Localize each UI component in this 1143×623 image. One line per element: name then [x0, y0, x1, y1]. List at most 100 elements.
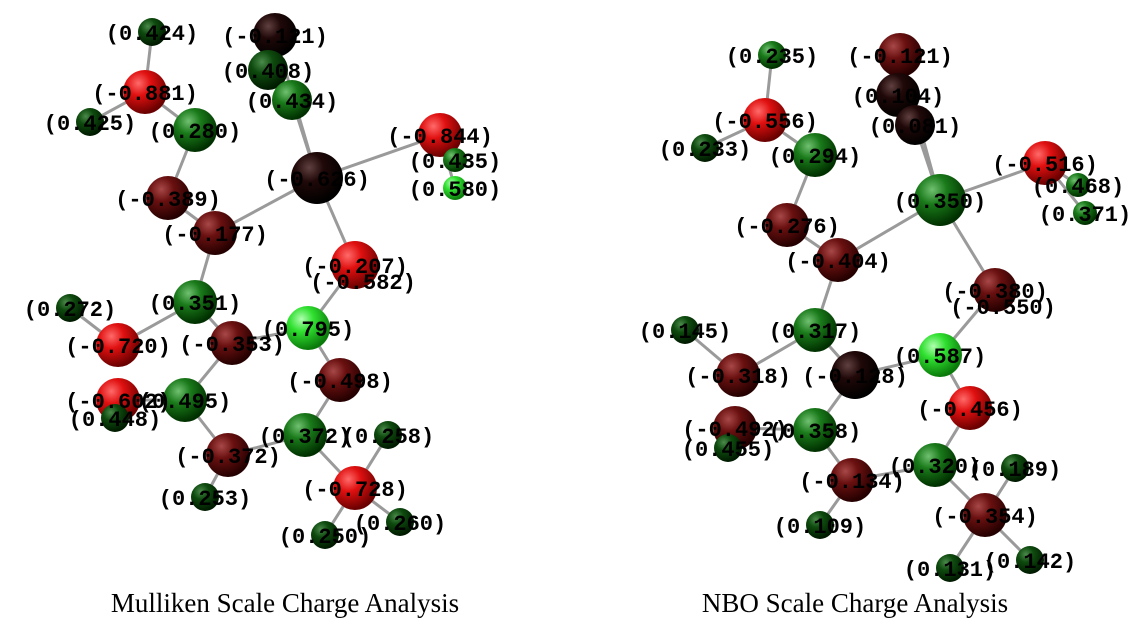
charge-label: (0.495): [139, 390, 231, 415]
atom: [101, 404, 129, 432]
charge-label: (-0.556): [712, 110, 818, 135]
charge-label: (-0.389): [115, 188, 221, 213]
charge-label: (-0.602): [65, 390, 171, 415]
atom: [318, 358, 362, 402]
atom: [96, 323, 140, 367]
charge-label: (0.351): [149, 292, 241, 317]
charge-label: (-0.582): [310, 271, 416, 296]
atom: [210, 321, 254, 365]
charge-label: (-0.121): [222, 25, 328, 50]
charge-label: (0.189): [969, 458, 1061, 483]
charge-label: (0.104): [852, 85, 944, 110]
charge-label: (0.408): [222, 60, 314, 85]
atom: [311, 521, 339, 549]
charge-label: (-0.177): [162, 223, 268, 248]
atom: [1001, 454, 1029, 482]
atom: [918, 333, 962, 377]
charge-label: (0.260): [354, 512, 446, 537]
atom: [716, 353, 760, 397]
charge-label: (0.317): [769, 320, 861, 345]
caption: NBO Scale Charge Analysis: [702, 588, 1008, 618]
charge-label: (-0.354): [932, 505, 1038, 530]
atom: [714, 434, 742, 462]
charge-label: (-0.372): [175, 445, 281, 470]
atom: [283, 413, 327, 457]
atom: [913, 443, 957, 487]
charge-label: (0.142): [984, 550, 1076, 575]
charge-label: (0.425): [44, 112, 136, 137]
atom: [291, 152, 343, 204]
caption: Mulliken Scale Charge Analysis: [111, 588, 459, 618]
atom: [146, 176, 190, 220]
charge-label: (-0.516): [992, 153, 1098, 178]
charge-label: (0.280): [149, 120, 241, 145]
charge-label: (0.109): [774, 515, 866, 540]
atom: [191, 483, 219, 511]
atom: [253, 13, 297, 57]
atoms: [56, 13, 1097, 582]
atom: [816, 238, 860, 282]
atom: [691, 134, 719, 162]
atom: [914, 174, 966, 226]
atom: [973, 268, 1017, 312]
atom: [123, 70, 167, 114]
atom: [963, 493, 1007, 537]
charge-label: (-0.881): [92, 82, 198, 107]
atom: [1023, 141, 1067, 185]
charge-label: (-0.134): [799, 470, 905, 495]
charge-label: (-0.626): [264, 168, 370, 193]
charge-label: (0.580): [409, 178, 501, 203]
charge-label: (-0.844): [387, 125, 493, 150]
atom: [793, 408, 837, 452]
atom: [173, 280, 217, 324]
atom: [443, 176, 467, 200]
charge-label: (0.081): [869, 115, 961, 140]
charge-label: (-0.318): [685, 365, 791, 390]
charge-label: (-0.498): [287, 370, 393, 395]
charge-label: (0.795): [262, 318, 354, 343]
atom: [333, 466, 377, 510]
atom: [443, 148, 467, 172]
atom: [286, 306, 330, 350]
atom: [76, 108, 104, 136]
charge-label: (0.372): [259, 425, 351, 450]
charge-label: (0.587): [894, 345, 986, 370]
charge-label: (-0.380): [942, 280, 1048, 305]
charge-label: (-0.550): [950, 296, 1056, 321]
charge-label: (-0.404): [785, 250, 891, 275]
atom: [173, 108, 217, 152]
charge-label: (0.233): [659, 138, 751, 163]
labels: (0.424) (-0.121) (0.408) (0.434) (-0.881) (0.…: [24, 22, 1131, 583]
charge-label: (0.448): [69, 408, 161, 433]
charge-label: (-0.456): [917, 398, 1023, 423]
charge-label: (-0.207): [302, 255, 408, 280]
charge-label: (-0.720): [65, 335, 171, 360]
charge-label: (0.358): [769, 420, 861, 445]
atom: [1073, 201, 1097, 225]
atom: [331, 241, 379, 289]
atom: [1066, 173, 1090, 197]
atom: [878, 33, 922, 77]
atom: [671, 316, 699, 344]
charge-label: (0.294): [769, 145, 861, 170]
atom: [248, 50, 288, 90]
atom: [743, 98, 787, 142]
charge-label: (-0.276): [734, 215, 840, 240]
atom: [948, 386, 992, 430]
charge-label: (0.250): [279, 525, 371, 550]
atom: [895, 105, 935, 145]
charge-label: (0.145): [639, 320, 731, 345]
atom: [386, 508, 414, 536]
atom: [758, 41, 786, 69]
charge-label: (0.258): [342, 425, 434, 450]
atom: [193, 211, 237, 255]
atom: [793, 308, 837, 352]
charge-label: (0.371): [1039, 203, 1131, 228]
charge-label: (0.235): [726, 45, 818, 70]
atom: [765, 203, 809, 247]
charge-label: (-0.492): [682, 418, 788, 443]
atom: [163, 378, 207, 422]
atom: [138, 18, 166, 46]
charge-label: (0.131): [904, 558, 996, 583]
